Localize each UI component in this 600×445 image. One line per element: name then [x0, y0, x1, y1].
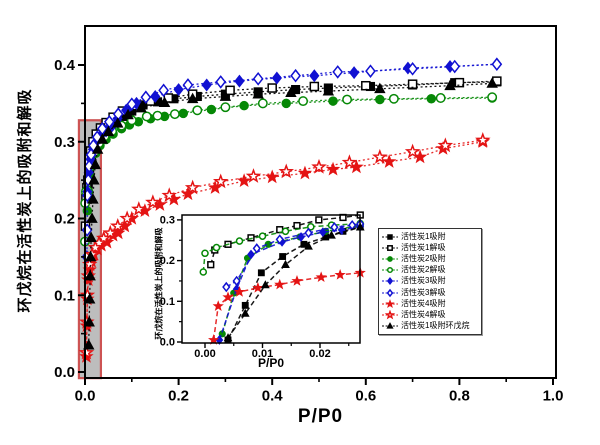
- square-marker-icon: [382, 244, 398, 251]
- svg-text:0.3: 0.3: [160, 214, 175, 226]
- legend-item-label: 活性炭3吸附: [401, 276, 446, 286]
- star-marker-icon: [382, 298, 398, 308]
- legend-item: 活性炭4吸附: [382, 298, 478, 309]
- svg-text:0.0: 0.0: [54, 364, 75, 381]
- triangle-marker-icon: [382, 322, 398, 329]
- legend-item: 活性炭2吸附: [382, 253, 478, 264]
- diamond-marker-icon: [382, 288, 398, 297]
- svg-text:0.2: 0.2: [160, 255, 175, 267]
- legend-item: 活性炭1吸附: [382, 231, 478, 242]
- x-axis-label: P/P0: [297, 406, 344, 427]
- legend-item-label: 活性炭2吸附: [401, 253, 446, 263]
- legend-item: 活性炭2解吸: [382, 265, 478, 276]
- svg-text:0.2: 0.2: [168, 387, 189, 404]
- legend-item-label: 活性炭2解吸: [401, 265, 446, 275]
- legend-item: 活性炭3吸附: [382, 276, 478, 287]
- svg-text:0.4: 0.4: [54, 57, 76, 74]
- circle-marker-icon: [382, 256, 398, 262]
- svg-text:0.02: 0.02: [309, 348, 330, 360]
- svg-text:0.2: 0.2: [54, 211, 75, 228]
- square-marker-icon: [382, 233, 398, 240]
- svg-text:0.0: 0.0: [75, 387, 96, 404]
- y-axis-label: 环戊烷在活性炭上的吸附和解吸: [16, 88, 34, 313]
- svg-text:1.0: 1.0: [543, 387, 564, 404]
- svg-text:0.3: 0.3: [54, 134, 75, 151]
- legend-item-label: 活性炭1吸附: [401, 231, 446, 241]
- legend: 活性炭1吸附 活性炭1解吸 活性炭2吸附 活性炭2解吸 活性炭3吸附 活性炭3解吸 活性炭4…: [378, 228, 482, 335]
- star-marker-icon: [382, 309, 398, 320]
- legend-item-label: 活性炭3解吸: [401, 287, 446, 297]
- legend-item-label: 活性炭4吸附: [401, 298, 446, 308]
- svg-text:0.6: 0.6: [355, 387, 376, 404]
- legend-item-label: 活性炭1吸附环戊烷: [401, 321, 470, 331]
- legend-item: 活性炭1解吸: [382, 242, 478, 253]
- svg-text:0.1: 0.1: [54, 287, 75, 304]
- svg-text:0.0: 0.0: [160, 337, 175, 349]
- legend-item: 活性炭3解吸: [382, 287, 478, 298]
- svg-text:0.1: 0.1: [160, 296, 175, 308]
- svg-text:0.8: 0.8: [449, 387, 470, 404]
- svg-text:0.00: 0.00: [194, 348, 215, 360]
- inset-x-axis-label: P/P0: [257, 356, 284, 370]
- svg-text:0.01: 0.01: [252, 348, 273, 360]
- diamond-marker-icon: [382, 277, 398, 286]
- legend-item: 活性炭4解吸: [382, 309, 478, 320]
- legend-item-label: 活性炭4解吸: [401, 309, 446, 319]
- inset-y-axis-label: 环戊烷在活性炭上的吸附和解吸: [154, 227, 164, 340]
- svg-text:0.4: 0.4: [262, 387, 284, 404]
- legend-item: 活性炭1吸附环戊烷: [382, 321, 478, 332]
- legend-item-label: 活性炭1解吸: [401, 242, 446, 252]
- circle-marker-icon: [382, 267, 398, 274]
